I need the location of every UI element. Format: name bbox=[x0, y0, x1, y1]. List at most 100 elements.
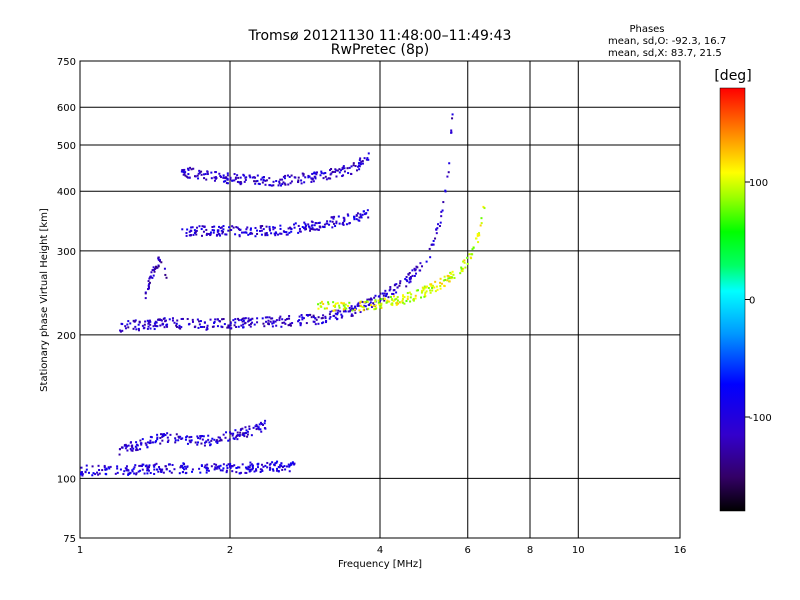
echo-point bbox=[256, 232, 259, 235]
echo-point bbox=[315, 171, 318, 174]
echo-point bbox=[333, 309, 336, 312]
echo-point bbox=[308, 226, 311, 229]
echo-point bbox=[331, 226, 334, 229]
echo-point bbox=[401, 301, 404, 304]
echo-point bbox=[273, 232, 276, 235]
echo-point bbox=[228, 464, 231, 467]
echo-point bbox=[447, 171, 450, 174]
echo-point bbox=[381, 292, 384, 295]
echo-point bbox=[166, 323, 169, 326]
echo-point bbox=[346, 167, 349, 170]
echo-point bbox=[197, 177, 200, 180]
echo-point bbox=[383, 297, 386, 300]
x-tick-label: 2 bbox=[227, 545, 233, 556]
echo-point bbox=[182, 466, 185, 469]
echo-point bbox=[245, 471, 248, 474]
echo-point bbox=[266, 316, 269, 319]
echo-point bbox=[248, 470, 251, 473]
echo-point bbox=[164, 273, 167, 276]
echo-point bbox=[317, 322, 320, 325]
echo-point bbox=[310, 180, 313, 183]
echo-point bbox=[159, 319, 162, 322]
echo-point bbox=[416, 289, 419, 292]
echo-point bbox=[191, 468, 194, 471]
echo-point bbox=[297, 224, 300, 227]
echo-point bbox=[239, 428, 242, 431]
echo-point bbox=[213, 176, 216, 179]
echo-point bbox=[288, 231, 291, 234]
echo-point bbox=[460, 267, 463, 270]
echo-point bbox=[389, 288, 392, 291]
echo-point bbox=[357, 219, 360, 222]
echo-point bbox=[226, 174, 229, 177]
echo-point bbox=[237, 176, 240, 179]
echo-point bbox=[346, 304, 349, 307]
echo-point bbox=[472, 246, 475, 249]
echo-point bbox=[349, 308, 352, 311]
echo-point bbox=[338, 168, 341, 171]
echo-point bbox=[238, 228, 241, 231]
echo-point bbox=[201, 325, 204, 328]
echo-point bbox=[350, 314, 353, 317]
echo-point bbox=[260, 423, 263, 426]
echo-point bbox=[248, 427, 251, 430]
echo-point bbox=[389, 295, 392, 298]
echo-point bbox=[370, 305, 373, 308]
echo-point bbox=[337, 309, 340, 312]
echo-point bbox=[122, 473, 125, 476]
echo-point bbox=[131, 446, 134, 449]
y-tick-label: 300 bbox=[57, 247, 76, 258]
echo-point bbox=[143, 472, 146, 475]
echo-point bbox=[413, 267, 416, 270]
echo-point bbox=[444, 278, 447, 281]
echo-point bbox=[247, 317, 250, 320]
echo-point bbox=[314, 221, 317, 224]
echo-point bbox=[218, 465, 221, 468]
echo-point bbox=[137, 329, 140, 332]
echo-point bbox=[211, 325, 214, 328]
echo-point bbox=[270, 317, 273, 320]
echo-point bbox=[399, 301, 402, 304]
echo-point bbox=[383, 299, 386, 302]
echo-point bbox=[421, 290, 424, 293]
echo-point bbox=[166, 440, 169, 443]
echo-point bbox=[409, 280, 412, 283]
echo-point bbox=[244, 466, 247, 469]
echo-point bbox=[190, 226, 193, 229]
echo-point bbox=[184, 171, 187, 174]
echo-point bbox=[361, 162, 364, 165]
echo-point bbox=[247, 465, 250, 468]
echo-point bbox=[134, 445, 137, 448]
echo-point bbox=[431, 286, 434, 289]
phase-mean-x: mean, sd,X: 83.7, 21.5 bbox=[608, 48, 722, 59]
echo-point bbox=[127, 469, 130, 472]
echo-point bbox=[328, 317, 331, 320]
echo-point bbox=[283, 177, 286, 180]
echo-point bbox=[120, 446, 123, 449]
echo-point bbox=[227, 326, 230, 329]
echo-point bbox=[334, 305, 337, 308]
echo-point bbox=[271, 322, 274, 325]
echo-point bbox=[424, 286, 427, 289]
echo-point bbox=[343, 306, 346, 309]
echo-point bbox=[317, 316, 320, 319]
echo-point bbox=[289, 226, 292, 229]
echo-point bbox=[334, 316, 337, 319]
echo-point bbox=[190, 229, 193, 232]
echo-point bbox=[214, 171, 217, 174]
echo-point bbox=[286, 233, 289, 236]
echo-point bbox=[253, 180, 256, 183]
echo-point bbox=[189, 166, 192, 169]
echo-point bbox=[386, 300, 389, 303]
echo-point bbox=[285, 231, 288, 234]
echo-point bbox=[173, 321, 176, 324]
echo-point bbox=[199, 435, 202, 438]
echo-point bbox=[238, 472, 241, 475]
echo-point bbox=[477, 233, 480, 236]
echo-point bbox=[317, 307, 320, 310]
echo-point bbox=[199, 320, 202, 323]
echo-point bbox=[249, 176, 252, 179]
echo-point bbox=[451, 117, 454, 120]
echo-point bbox=[255, 428, 258, 431]
